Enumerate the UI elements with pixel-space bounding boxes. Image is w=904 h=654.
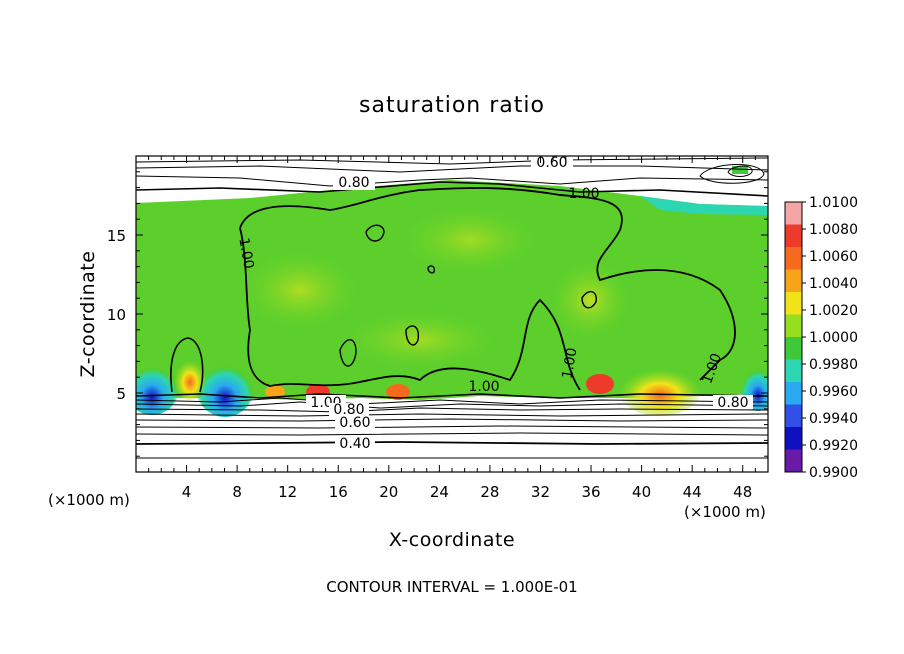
colorbar-swatch (785, 449, 802, 473)
colorbar-label: 1.0000 (809, 330, 858, 346)
colorbar-label: 0.9900 (809, 465, 858, 481)
y-tick-label: 15 (107, 227, 126, 245)
x-unit-label-right: (×1000 m) (684, 503, 766, 521)
y-axis-ticks: 5 10 15 (107, 171, 768, 457)
colorbar-label: 1.0060 (809, 249, 858, 265)
colorbar-swatch (785, 382, 802, 405)
x-tick-label: 4 (182, 483, 192, 501)
colorbar-label: 0.9960 (809, 384, 858, 400)
x-tick-label: 8 (232, 483, 242, 501)
colorbar-label: 0.9920 (809, 438, 858, 454)
colorbar-label: 1.0020 (809, 303, 858, 319)
x-tick-label: 32 (531, 483, 550, 501)
colorbar-label: 1.0040 (809, 276, 858, 292)
x-tick-label: 40 (632, 483, 651, 501)
x-tick-label: 48 (733, 483, 752, 501)
colorbar-swatch (785, 404, 802, 428)
contour-label: 1.00 (235, 237, 256, 270)
x-tick-label: 44 (683, 483, 702, 501)
colorbar-swatch (785, 202, 802, 225)
x-tick-label: 24 (430, 483, 449, 501)
colorbar-swatch (785, 314, 802, 338)
colorbar-label: 0.9940 (809, 411, 858, 427)
colorbar-swatch (785, 247, 802, 270)
x-tick-label: 28 (480, 483, 499, 501)
colorbar-label: 0.9980 (809, 357, 858, 373)
contour-label: 0.60 (536, 155, 567, 171)
x-axis-label: X-coordinate (389, 529, 515, 551)
x-tick-label: 16 (329, 483, 348, 501)
y-tick-label: 10 (107, 306, 126, 324)
contour-label: 0.80 (717, 395, 748, 411)
contour-label: 0.80 (333, 402, 364, 418)
colorbar-swatch (785, 224, 802, 248)
contour-labels: 0.60 0.80 1.00 1.00 1.00 1.00 1.00 1.00 … (235, 154, 753, 452)
saturation-field (136, 180, 768, 400)
contour-label: 1.00 (559, 347, 580, 380)
y-axis-label: Z-coordinate (77, 251, 99, 378)
contour-label: 0.60 (339, 415, 370, 431)
y-tick-label: 5 (116, 385, 126, 403)
colorbar-swatch (785, 359, 802, 383)
colorbar-swatch (785, 292, 802, 315)
contour-label: 1.00 (468, 379, 499, 395)
colorbar-swatch (785, 427, 802, 450)
contour-label: 0.40 (339, 436, 370, 452)
plot-field (136, 156, 768, 472)
colorbar-swatch (785, 337, 802, 360)
contour-interval: CONTOUR INTERVAL = 1.000E-01 (326, 578, 577, 596)
chart-title: saturation ratio (359, 93, 545, 118)
x-axis-ticks: 4 8 12 16 20 24 28 32 36 40 44 48 (148, 156, 756, 501)
x-unit-label-left: (×1000 m) (48, 491, 130, 509)
colorbar-swatch (785, 269, 802, 293)
colorbar: 1.0100 1.0080 1.0060 1.0040 1.0020 1.0000 0.99… (784, 195, 858, 481)
x-tick-label: 36 (581, 483, 600, 501)
x-tick-label: 20 (379, 483, 398, 501)
contour-label: 1.00 (568, 186, 599, 202)
colorbar-label: 1.0080 (809, 222, 858, 238)
colorbar-label: 1.0100 (809, 195, 858, 211)
contour-label: 0.80 (338, 175, 369, 191)
x-tick-label: 12 (278, 483, 297, 501)
